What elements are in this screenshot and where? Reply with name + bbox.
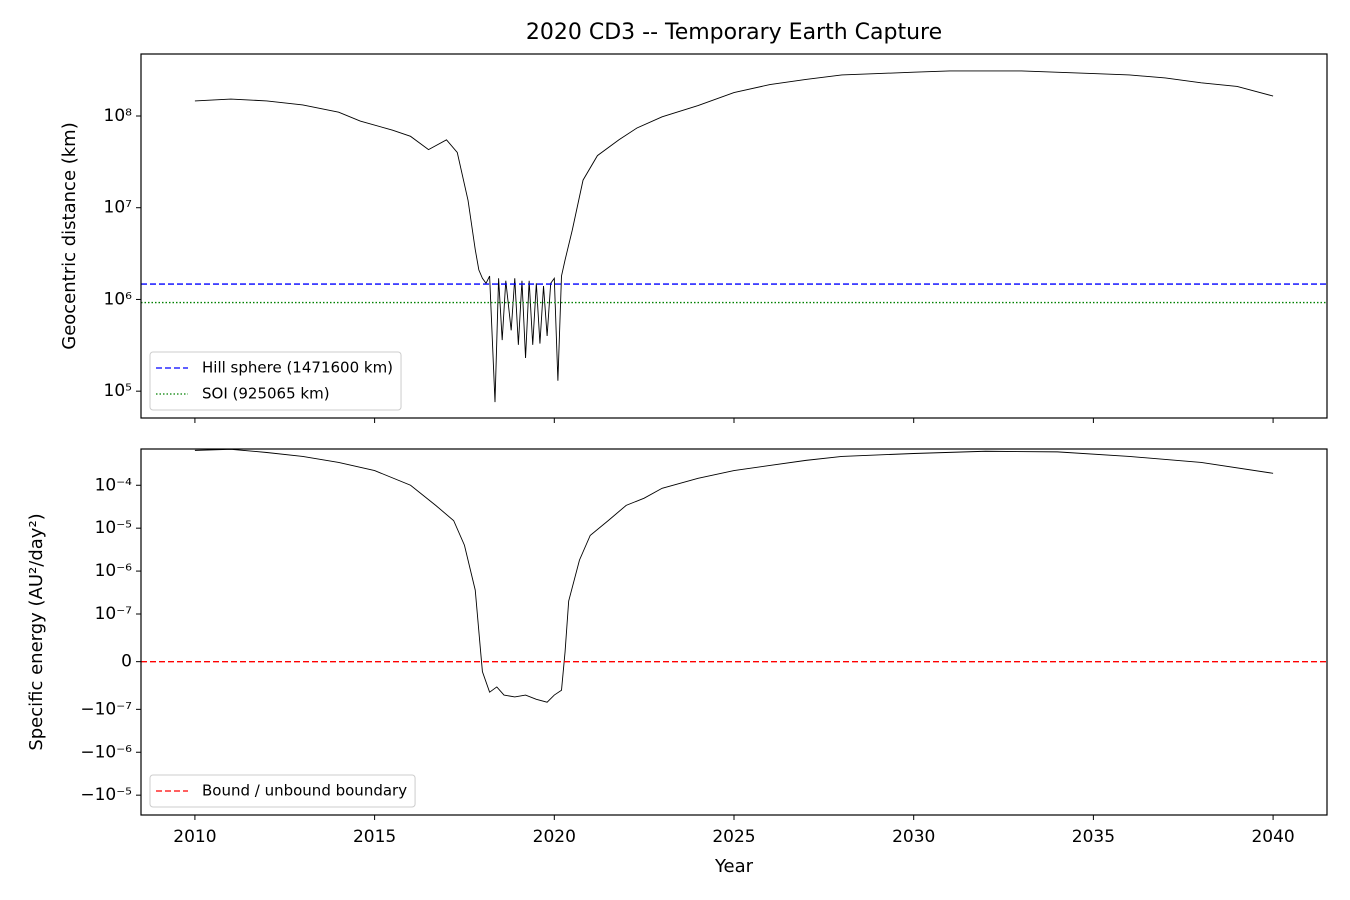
x-axis-label: Year — [714, 856, 754, 877]
y-tick-label: 10⁸ — [104, 106, 133, 126]
chart-title: 2020 CD3 -- Temporary Earth Capture — [526, 20, 942, 45]
x-tick-label: 2040 — [1251, 827, 1294, 847]
data-line — [194, 449, 1274, 703]
data-line — [194, 70, 1274, 403]
y-tick-label: 10⁻⁷ — [95, 604, 133, 624]
y-tick-label: −10⁻⁶ — [80, 742, 132, 762]
axes-frame — [140, 448, 1328, 816]
y-tick-label: 0 — [121, 652, 132, 672]
y-tick-label: 10⁻⁶ — [95, 561, 133, 581]
legend-label: SOI (925065 km) — [202, 385, 330, 403]
legend-label: Bound / unbound boundary — [202, 782, 407, 800]
legend-box — [149, 351, 402, 411]
plot-area — [141, 70, 1327, 403]
x-tick-label: 2030 — [892, 827, 935, 847]
plot-area — [141, 449, 1327, 703]
legend-box — [149, 774, 416, 808]
y-tick-label: −10⁻⁵ — [80, 785, 132, 805]
y-tick-label: 10⁷ — [104, 198, 133, 218]
y-tick-label: 10⁻⁵ — [95, 518, 132, 538]
y-axis-label: Geocentric distance (km) — [59, 122, 80, 350]
x-tick-label: 2025 — [712, 827, 755, 847]
x-tick-label: 2035 — [1072, 827, 1115, 847]
axes-frame — [140, 53, 1328, 419]
x-tick-label: 2010 — [173, 827, 216, 847]
legend-label: Hill sphere (1471600 km) — [202, 359, 393, 377]
y-tick-label: 10⁻⁴ — [95, 475, 133, 495]
y-axis-label: Specific energy (AU²/day²) — [26, 513, 47, 750]
x-tick-label: 2015 — [353, 827, 396, 847]
y-tick-label: 10⁵ — [104, 381, 132, 401]
x-tick-label: 2020 — [533, 827, 576, 847]
y-tick-label: −10⁻⁷ — [80, 699, 132, 719]
y-tick-label: 10⁶ — [104, 289, 133, 309]
